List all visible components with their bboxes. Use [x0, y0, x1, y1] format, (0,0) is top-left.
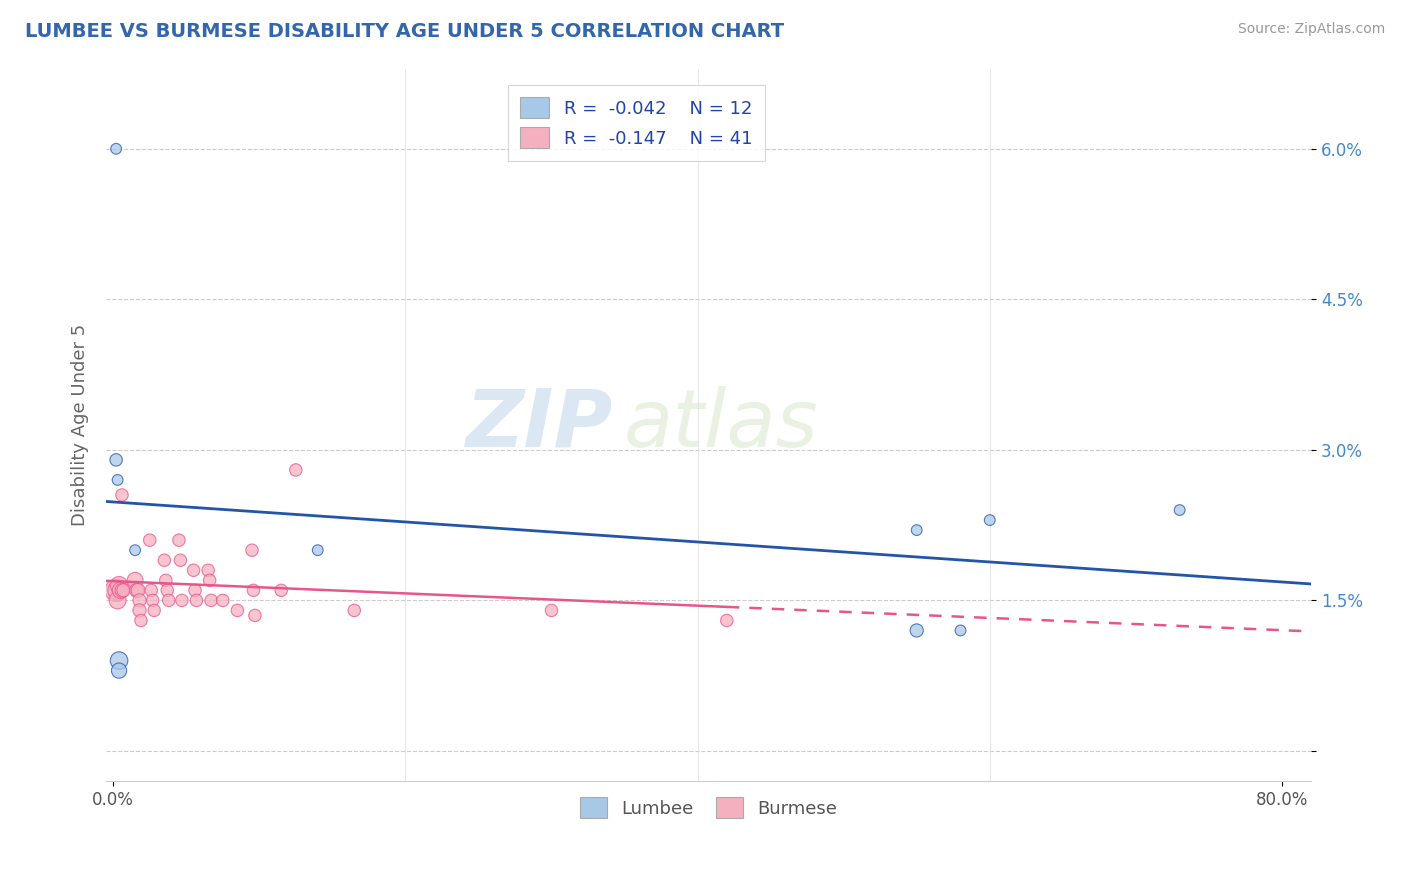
Point [167, 533, 190, 548]
Point [105, 583, 128, 598]
Point [153, 553, 176, 567]
Point [156, 583, 179, 598]
Point [111, 583, 134, 598]
Point [183, 563, 205, 577]
Legend: Lumbee, Burmese: Lumbee, Burmese [572, 790, 844, 825]
Text: ZIP: ZIP [465, 385, 612, 464]
Point [108, 578, 131, 592]
Point [107, 583, 129, 598]
Point [105, 142, 128, 156]
Point [540, 603, 562, 617]
Point [129, 614, 152, 628]
Point [169, 553, 191, 567]
Point [243, 608, 266, 623]
Point [111, 488, 134, 502]
Point [284, 463, 307, 477]
Point [905, 523, 928, 537]
Text: Source: ZipAtlas.com: Source: ZipAtlas.com [1237, 22, 1385, 37]
Point [128, 603, 150, 617]
Point [142, 593, 165, 607]
Point [108, 664, 131, 678]
Point [979, 513, 1001, 527]
Y-axis label: Disability Age Under 5: Disability Age Under 5 [72, 324, 89, 526]
Point [141, 583, 163, 598]
Point [124, 543, 146, 558]
Point [716, 614, 738, 628]
Point [240, 543, 263, 558]
Point [186, 593, 208, 607]
Text: atlas: atlas [624, 385, 818, 464]
Point [184, 583, 207, 598]
Point [107, 593, 129, 607]
Point [949, 624, 972, 638]
Text: LUMBEE VS BURMESE DISABILITY AGE UNDER 5 CORRELATION CHART: LUMBEE VS BURMESE DISABILITY AGE UNDER 5… [25, 22, 785, 41]
Point [128, 593, 150, 607]
Point [155, 574, 177, 588]
Point [905, 624, 928, 638]
Point [270, 583, 292, 598]
Point [125, 583, 148, 598]
Point [143, 603, 166, 617]
Point [110, 583, 132, 598]
Point [200, 593, 222, 607]
Point [107, 473, 129, 487]
Point [138, 533, 160, 548]
Point [307, 543, 329, 558]
Point [112, 583, 135, 598]
Point [157, 593, 180, 607]
Point [211, 593, 233, 607]
Point [343, 603, 366, 617]
Point [108, 654, 131, 668]
Point [242, 583, 264, 598]
Point [105, 453, 128, 467]
Point [124, 574, 146, 588]
Point [226, 603, 249, 617]
Point [127, 583, 149, 598]
Point [170, 593, 193, 607]
Point [198, 574, 221, 588]
Point [1168, 503, 1191, 517]
Point [197, 563, 219, 577]
